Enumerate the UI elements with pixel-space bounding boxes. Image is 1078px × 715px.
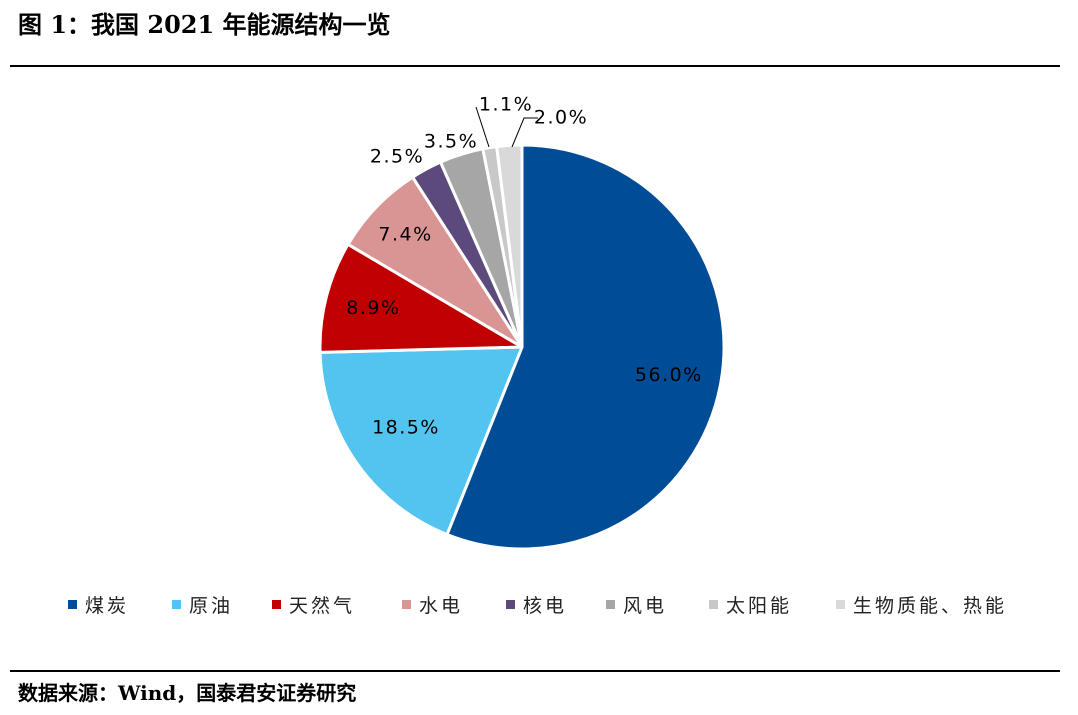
pie-slice <box>318 345 524 537</box>
legend-label: 原油 <box>189 594 234 617</box>
legend-swatch <box>709 599 718 609</box>
legend-swatch <box>68 599 77 609</box>
legend-label: 太阳能 <box>726 594 793 617</box>
slice-data-label: 56.0% <box>635 364 703 386</box>
legend-item: 太阳能 <box>709 589 792 619</box>
legend-swatch <box>606 599 615 609</box>
leader-line <box>511 117 538 148</box>
data-source-note: 数据来源：Wind，国泰君安证券研究 <box>18 681 357 705</box>
pie-slice <box>318 242 524 354</box>
legend-swatch <box>506 599 515 609</box>
legend-item: 天然气 <box>272 589 355 619</box>
legend-item: 水电 <box>402 589 463 619</box>
legend-item: 核电 <box>506 589 567 619</box>
legend-item: 生物质能、热能 <box>836 589 1007 619</box>
legend-label: 水电 <box>419 594 464 617</box>
bottom-rule <box>10 670 1060 672</box>
legend-swatch <box>172 599 181 609</box>
pie-slice <box>495 143 524 349</box>
slice-data-label: 7.4% <box>378 224 432 246</box>
figure-title: 图 1：我国 2021 年能源结构一览 <box>18 10 391 39</box>
legend-swatch <box>272 599 281 609</box>
legend-label: 核电 <box>523 594 568 617</box>
slice-data-label: 18.5% <box>372 416 440 438</box>
legend-item: 原油 <box>172 589 233 619</box>
legend-swatch <box>402 599 411 609</box>
chart-legend: 煤炭 原油 天然气 水电 核电 风电 太阳能 生物质能、热能 <box>0 589 1078 619</box>
legend-label: 煤炭 <box>85 594 130 617</box>
legend-label: 天然气 <box>289 594 356 617</box>
slice-data-label: 8.9% <box>346 297 400 319</box>
legend-label: 风电 <box>623 594 668 617</box>
slice-data-label: 2.5% <box>370 146 424 168</box>
pie-slice <box>445 143 726 551</box>
top-rule <box>10 65 1060 67</box>
slice-data-label: 2.0% <box>534 107 588 129</box>
legend-item: 煤炭 <box>68 589 129 619</box>
slice-data-label: 1.1% <box>479 94 533 116</box>
leader-line <box>475 106 490 148</box>
slice-data-label: 3.5% <box>424 131 478 153</box>
legend-label: 生物质能、热能 <box>853 594 1008 617</box>
legend-item: 风电 <box>606 589 667 619</box>
legend-swatch <box>836 599 845 609</box>
